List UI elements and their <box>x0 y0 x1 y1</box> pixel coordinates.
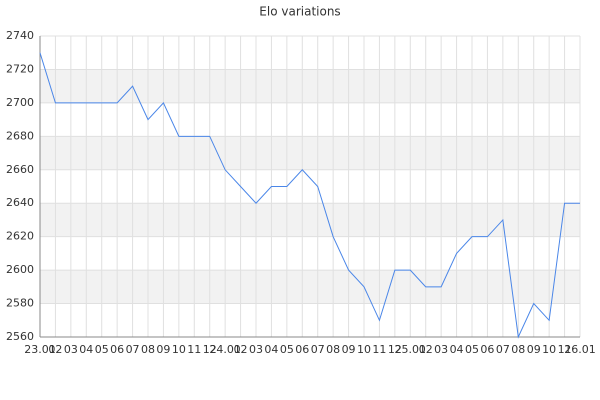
grid-band <box>40 136 580 170</box>
y-tick-label: 2740 <box>6 29 34 42</box>
y-tick-label: 2580 <box>6 297 34 310</box>
x-tick-label: 12 <box>388 343 402 356</box>
x-tick-label: 03 <box>249 343 263 356</box>
x-tick-label: 05 <box>95 343 109 356</box>
x-tick-label: 03 <box>434 343 448 356</box>
x-tick-label: 09 <box>342 343 356 356</box>
y-tick-label: 2640 <box>6 196 34 209</box>
x-tick-label: 10 <box>357 343 371 356</box>
x-tick-label: 08 <box>141 343 155 356</box>
y-tick-label: 2700 <box>6 96 34 109</box>
x-tick-label: 07 <box>496 343 510 356</box>
x-tick-label: 11 <box>372 343 386 356</box>
x-tick-label: 11 <box>187 343 201 356</box>
x-tick-label: 12 <box>203 343 217 356</box>
grid-band <box>40 69 580 103</box>
x-tick-label: 09 <box>527 343 541 356</box>
x-tick-label: 10 <box>172 343 186 356</box>
x-tick-label: 23.01 <box>24 343 56 356</box>
y-tick-label: 2720 <box>6 62 34 75</box>
x-tick-label: 06 <box>480 343 494 356</box>
x-tick-label: 08 <box>511 343 525 356</box>
grid-band <box>40 203 580 237</box>
y-tick-label: 2560 <box>6 330 34 343</box>
y-tick-label: 2620 <box>6 230 34 243</box>
x-tick-label: 07 <box>126 343 140 356</box>
x-tick-label: 04 <box>79 343 93 356</box>
x-tick-label: 02 <box>419 343 433 356</box>
x-tick-label: 06 <box>295 343 309 356</box>
grid-band <box>40 270 580 304</box>
x-tick-label: 03 <box>64 343 78 356</box>
data-line <box>39 52 580 339</box>
x-tick-label: 05 <box>280 343 294 356</box>
x-tick-label: 02 <box>234 343 248 356</box>
x-tick-label: 02 <box>48 343 62 356</box>
x-tick-label: 09 <box>156 343 170 356</box>
y-tick-label: 2680 <box>6 129 34 142</box>
y-tick-label: 2600 <box>6 263 34 276</box>
chart-title: Elo variations <box>259 5 340 19</box>
x-tick-label: 04 <box>264 343 278 356</box>
x-tick-label: 10 <box>542 343 556 356</box>
x-tick-label: 07 <box>311 343 325 356</box>
x-tick-label: 25.01 <box>395 343 427 356</box>
x-tick-label: 06 <box>110 343 124 356</box>
x-tick-label: 24.01 <box>209 343 241 356</box>
x-tick-label: 11 <box>558 343 572 356</box>
x-tick-label: 05 <box>465 343 479 356</box>
x-tick-label: 26.01 <box>564 343 596 356</box>
y-tick-label: 2660 <box>6 163 34 176</box>
x-tick-label: 08 <box>326 343 340 356</box>
x-tick-label: 04 <box>450 343 464 356</box>
